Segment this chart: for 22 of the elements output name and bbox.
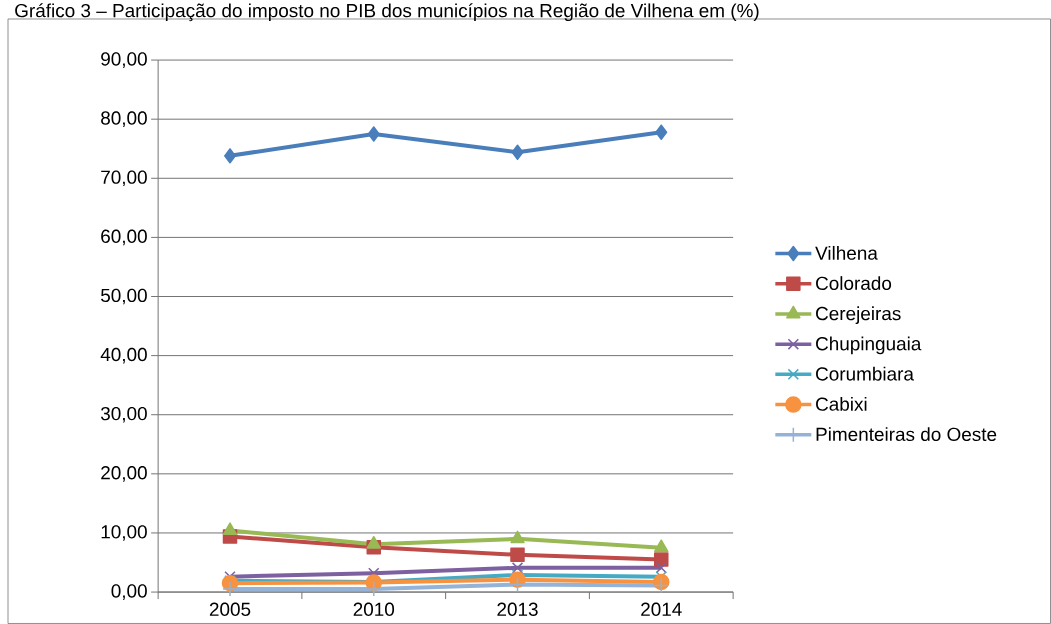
y-tick-label: 80,00 xyxy=(101,111,147,127)
y-tick-label: 60,00 xyxy=(101,229,147,246)
y-tick-label: 50,00 xyxy=(100,288,147,305)
legend-label: Vilhena xyxy=(815,245,878,260)
chart-title: Gráfico 3 – Participação do imposto no PIB dos municípios na Região de Vilhena em (%) xyxy=(15,3,759,22)
legend-label: Cerejeiras xyxy=(816,306,901,324)
y-tick-label: 10,00 xyxy=(101,525,147,541)
legend-label: Cabixi xyxy=(816,396,867,411)
y-tick-label: 20,00 xyxy=(101,466,147,482)
legend-label: Chupinguaia xyxy=(816,336,922,355)
y-tick-label: 40,00 xyxy=(100,347,147,364)
legend-label: Corumbiara xyxy=(816,366,914,381)
x-tick-label: 2010 xyxy=(353,602,395,616)
x-tick-label: 2014 xyxy=(641,602,682,616)
y-tick-label: 90,00 xyxy=(101,52,147,68)
x-tick-label: 2013 xyxy=(497,602,538,616)
y-tick-label: 0,00 xyxy=(111,584,147,600)
x-tick-label: 2005 xyxy=(209,602,251,616)
y-tick-label: 30,00 xyxy=(100,406,147,423)
legend-label: Colorado xyxy=(816,276,892,291)
legend-label: Pimenteiras do Oeste xyxy=(816,427,997,442)
y-tick-label: 70,00 xyxy=(101,170,147,187)
